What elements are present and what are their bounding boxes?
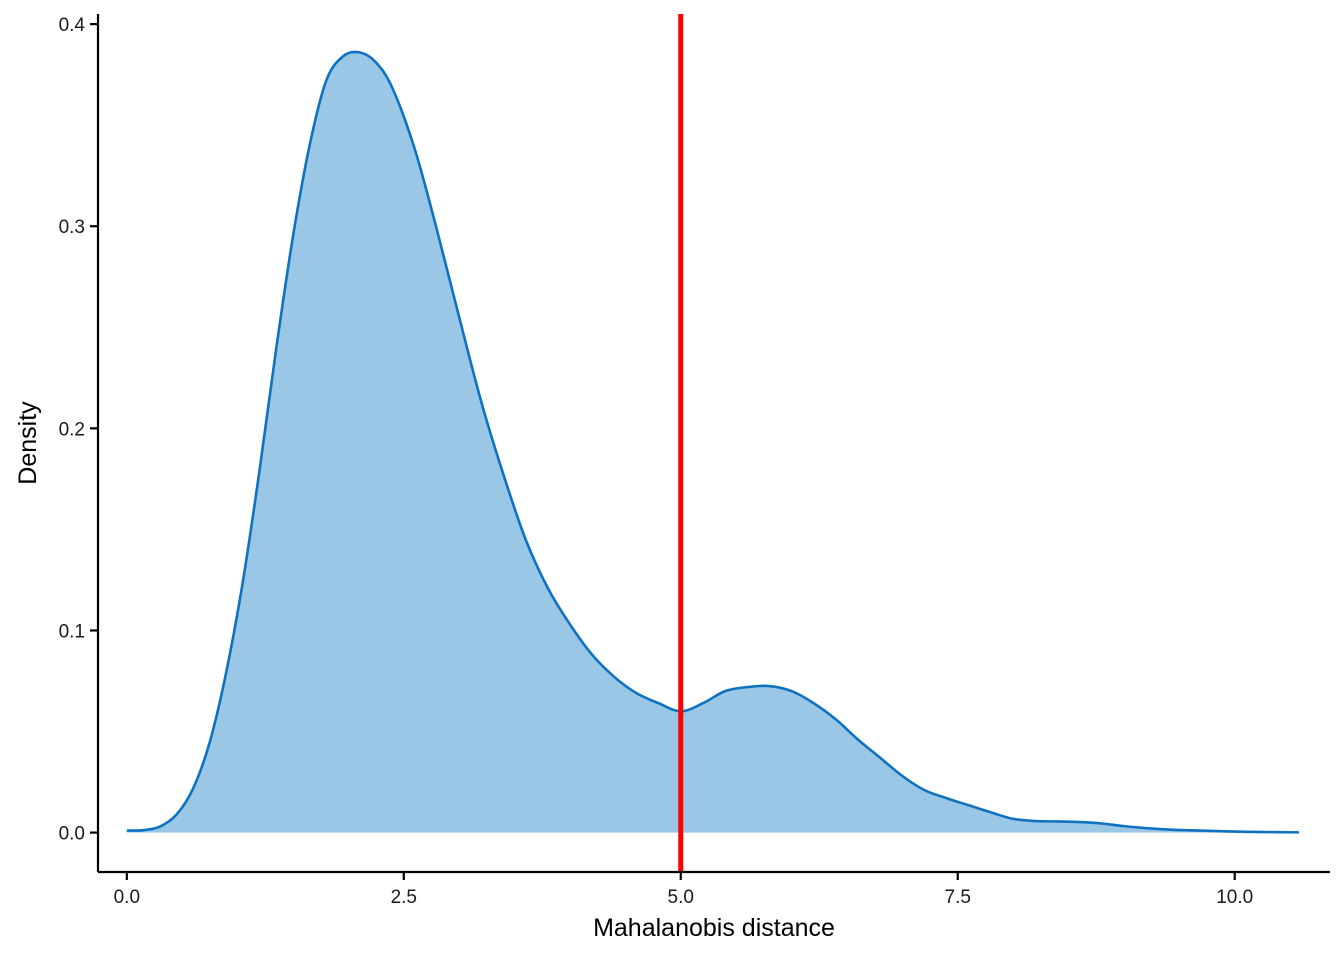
y-axis-ticks: 0.0 0.1 0.2 0.3 0.4 [59, 15, 98, 845]
density-area [126, 51, 1299, 833]
x-tick-label: 7.5 [945, 887, 971, 908]
y-tick-label: 0.2 [59, 419, 85, 440]
y-tick-label: 0.1 [59, 621, 85, 642]
y-axis-title: Density [14, 401, 42, 485]
x-tick-label: 0.0 [114, 887, 140, 908]
x-tick-label: 2.5 [391, 887, 417, 908]
y-tick-label: 0.4 [59, 15, 86, 36]
x-tick-label: 10.0 [1216, 887, 1253, 908]
x-axis-title: Mahalanobis distance [593, 914, 835, 942]
y-tick-label: 0.3 [59, 217, 85, 238]
density-curve [126, 50, 1299, 834]
x-axis-ticks: 0.0 2.5 5.0 7.5 10.0 [114, 872, 1253, 908]
y-tick-label: 0.0 [59, 824, 85, 845]
x-tick-label: 5.0 [668, 887, 694, 908]
plot-area [126, 14, 1299, 872]
